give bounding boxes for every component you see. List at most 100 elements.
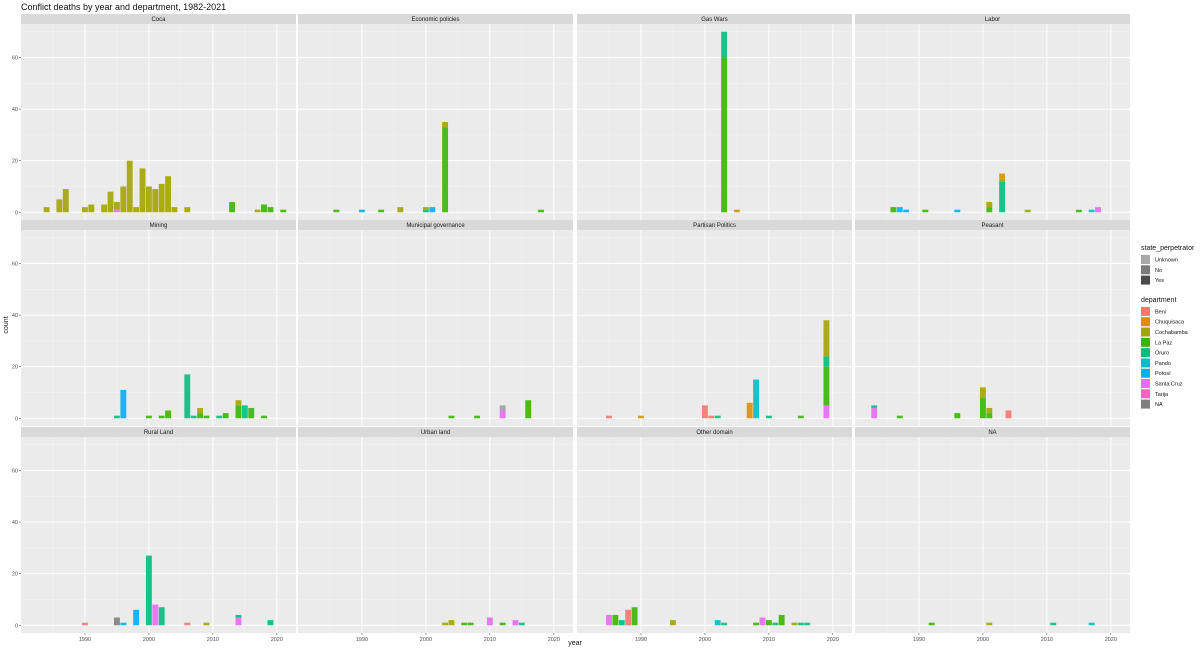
bar-2018 — [261, 415, 267, 419]
bar-segment-cochabamba — [184, 207, 191, 213]
bar-segment-potos — [896, 207, 903, 213]
legend-label-na: NA — [1155, 402, 1163, 408]
legend-label-unknown: Unknown — [1155, 258, 1178, 264]
bar-segment-cochabamba — [152, 189, 159, 213]
x-tick-label: 2020 — [271, 637, 283, 643]
facet-strip — [298, 427, 573, 437]
bar-2017 — [1088, 622, 1095, 626]
bar-segment-la-paz — [928, 622, 935, 626]
x-tick-label: 2020 — [1105, 637, 1117, 643]
bar-segment-la-paz — [896, 415, 903, 419]
bar-2007 — [467, 622, 474, 626]
facet-strip — [855, 14, 1130, 24]
y-tick-label: 0 — [15, 623, 18, 629]
bar-1995 — [669, 620, 676, 626]
bar-2003 — [165, 176, 172, 213]
bar-2008 — [474, 415, 481, 419]
panel-background — [298, 437, 573, 633]
bar-segment-la-paz — [797, 415, 804, 419]
x-axis-title: year — [568, 640, 582, 647]
legend-key-chuquisaca — [1141, 317, 1150, 327]
facet-label: Urban land — [421, 430, 450, 436]
legend-key-yes — [1141, 275, 1150, 285]
bar-segment-beni — [82, 622, 88, 626]
bar-segment-oruro — [241, 405, 248, 419]
y-tick-label: 60 — [12, 469, 18, 475]
bar-segment-cochabamba — [986, 201, 993, 208]
bar-2014 — [235, 614, 242, 626]
bar-2000 — [145, 186, 152, 213]
bar-segment-santa-cruz — [606, 614, 612, 626]
facet-mining: Mining 0 20 40 60 — [12, 220, 296, 426]
bar-1989 — [631, 607, 638, 626]
panel-background — [855, 437, 1130, 633]
bar-segment-oruro — [797, 622, 804, 626]
facet-strip — [21, 427, 296, 437]
bar-2000 — [145, 555, 152, 626]
bar-segment-santa-cruz — [871, 407, 878, 419]
bar-2006 — [461, 622, 468, 626]
bar-segment-cochabamba — [442, 122, 449, 128]
bar-1996 — [120, 622, 127, 626]
bar-2009 — [203, 622, 210, 626]
bar-2000 — [422, 207, 429, 213]
legend-label-pando: Pando — [1155, 361, 1171, 367]
bar-2001 — [986, 201, 993, 213]
bar-2001 — [708, 415, 715, 419]
bar-segment-oruro — [721, 31, 728, 58]
legend-key-pando — [1141, 358, 1150, 368]
bar-segment-la-paz — [467, 622, 474, 626]
bar-2002 — [714, 620, 721, 626]
bar-segment-potos — [429, 207, 436, 213]
bar-segment-beni — [1005, 410, 1012, 419]
legend-label-cochabamba: Cochabamba — [1155, 330, 1189, 336]
bar-segment-cochabamba — [82, 207, 88, 213]
x-tick-label: 2020 — [827, 637, 839, 643]
legend-key-beni — [1141, 306, 1150, 316]
bar-2019 — [267, 207, 274, 213]
bar-2002 — [158, 183, 165, 213]
bar-2006 — [184, 207, 191, 213]
bar-2016 — [248, 407, 255, 419]
bar-segment-oruro — [871, 405, 878, 408]
bar-segment-oruro — [765, 415, 772, 419]
bar-1990 — [82, 207, 88, 213]
facet-label: Coca — [151, 17, 166, 23]
bar-segment-oruro — [158, 607, 165, 626]
bar-2010 — [486, 617, 493, 626]
bar-1995 — [113, 415, 120, 419]
bar-segment-na — [113, 617, 120, 626]
bar-segment-la-paz — [631, 607, 638, 626]
bar-2012 — [222, 413, 229, 419]
bar-2014 — [791, 622, 798, 626]
legend-key-potos — [1141, 368, 1150, 378]
bar-2010 — [765, 415, 772, 419]
legend-label-beni: Beni — [1155, 309, 1166, 315]
legend-label-tarija: Tarija — [1155, 392, 1169, 398]
bar-2012 — [499, 622, 506, 626]
y-axis-title: count — [3, 316, 10, 333]
bar-segment-oruro — [216, 415, 223, 419]
facet-municipal-governance: Municipal governance — [298, 220, 573, 426]
legend-title-department: department — [1141, 297, 1176, 304]
legend-key-na — [1141, 399, 1150, 409]
bar-segment-la-paz — [165, 410, 172, 419]
bar-segment-santa-cruz — [235, 617, 242, 626]
x-tick-label: 1990 — [356, 637, 368, 643]
bar-segment-santa-cruz — [486, 617, 493, 626]
bar-segment-cochabamba — [133, 207, 140, 213]
bar-1990 — [359, 209, 365, 213]
bar-segment-cochabamba — [43, 207, 50, 213]
bar-1998 — [133, 207, 140, 213]
bar-segment-potos — [359, 209, 365, 213]
bar-2001 — [429, 207, 436, 213]
bar-segment-pando — [753, 379, 760, 419]
bar-1990 — [638, 415, 644, 419]
bar-segment-la-paz — [979, 397, 986, 419]
bar-segment-beni — [701, 405, 708, 419]
facet-label: Mining — [150, 223, 168, 229]
bar-segment-oruro — [184, 374, 191, 419]
bar-2009 — [759, 617, 766, 626]
bar-segment-la-paz — [499, 622, 506, 626]
bar-2018 — [538, 209, 544, 213]
